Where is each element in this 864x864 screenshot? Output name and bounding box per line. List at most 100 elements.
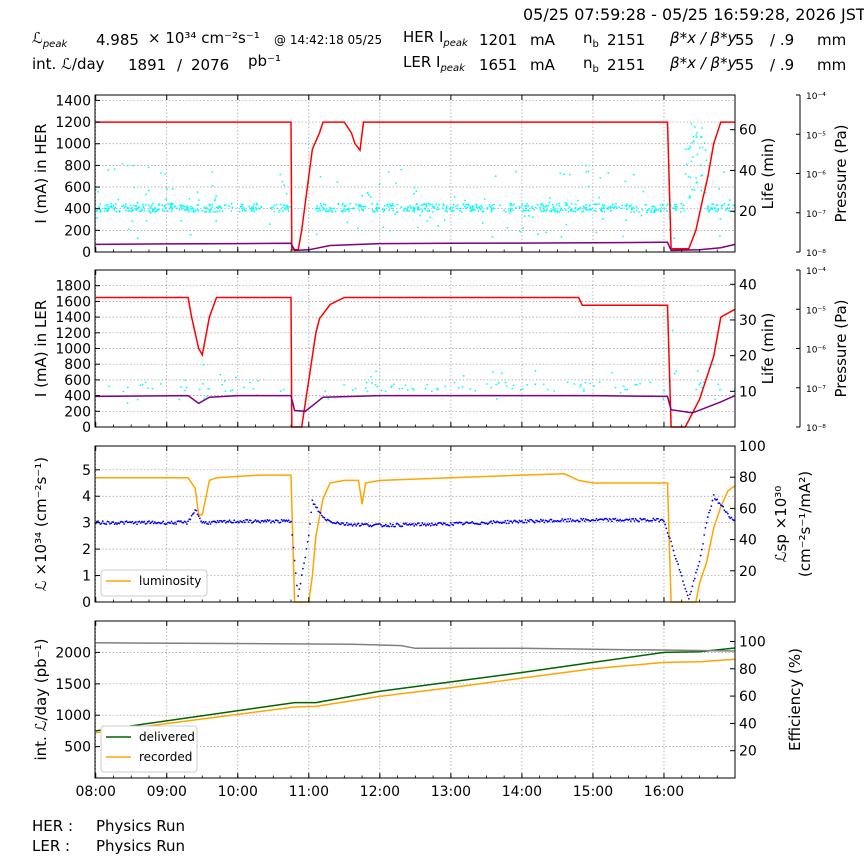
pressure-point bbox=[413, 210, 416, 213]
y-tick-label: 1500 bbox=[55, 677, 91, 693]
specific-point bbox=[187, 520, 189, 523]
specific-point bbox=[135, 520, 137, 523]
pressure-point bbox=[599, 176, 602, 179]
pressure-point bbox=[584, 381, 587, 384]
pressure-point bbox=[391, 202, 394, 205]
pressure-point bbox=[602, 205, 604, 207]
ler-nb-text: n bbox=[583, 54, 593, 72]
pressure-point bbox=[446, 210, 449, 213]
series-delivered bbox=[95, 647, 736, 732]
specific-point bbox=[562, 520, 565, 522]
y-axis-label: int. ℒ/day (pb⁻¹) bbox=[32, 639, 50, 761]
pressure-point bbox=[112, 204, 115, 207]
specific-point bbox=[532, 520, 535, 523]
pressure-point bbox=[704, 149, 707, 151]
specific-point bbox=[730, 516, 733, 519]
specific-point bbox=[354, 523, 356, 526]
specific-point bbox=[580, 517, 582, 520]
pressure-point bbox=[622, 385, 625, 388]
y-axis-label: I (mA) in LER bbox=[32, 300, 50, 397]
specific-point bbox=[105, 523, 108, 526]
pressure-point bbox=[190, 207, 193, 210]
pressure-point bbox=[625, 203, 628, 205]
specific-point bbox=[710, 505, 713, 508]
pressure-point bbox=[283, 204, 285, 207]
pressure-point bbox=[371, 382, 373, 384]
pressure-point bbox=[509, 210, 512, 213]
y2-tick-label: 20 bbox=[739, 744, 757, 760]
pressure-point bbox=[695, 181, 698, 184]
pressure-point bbox=[456, 203, 459, 206]
pressure-point bbox=[681, 207, 684, 210]
pressure-point bbox=[107, 205, 109, 208]
pressure-point bbox=[721, 204, 724, 207]
specific-point bbox=[448, 524, 451, 527]
pressure-point bbox=[117, 198, 120, 201]
pressure-point bbox=[147, 189, 150, 192]
y2-tick-label: 100 bbox=[739, 439, 766, 455]
pressure-point bbox=[240, 205, 243, 208]
pressure-point bbox=[364, 205, 367, 208]
pressure-point bbox=[382, 226, 385, 229]
specific-point bbox=[579, 520, 581, 523]
specific-point bbox=[628, 518, 631, 521]
pressure-point bbox=[166, 210, 169, 213]
specific-point bbox=[415, 523, 418, 526]
y-tick-label: 800 bbox=[64, 357, 91, 373]
y2-tick-label: 10 bbox=[739, 384, 757, 400]
her-beta-x: 55 bbox=[735, 31, 755, 49]
pressure-point bbox=[437, 225, 440, 227]
pressure-point bbox=[114, 203, 117, 206]
specific-point bbox=[674, 557, 677, 560]
pressure-point bbox=[695, 133, 697, 136]
pressure-point bbox=[185, 386, 188, 389]
pressure-point bbox=[287, 210, 290, 213]
specific-point bbox=[136, 523, 139, 526]
pressure-point bbox=[269, 206, 272, 209]
pressure-point bbox=[628, 205, 631, 208]
pressure-point bbox=[724, 209, 727, 212]
specific-point bbox=[367, 523, 369, 526]
pressure-point bbox=[135, 209, 138, 211]
specific-point bbox=[143, 520, 146, 523]
pressure-point bbox=[412, 208, 415, 210]
pressure-point bbox=[481, 222, 484, 224]
pressure-point bbox=[546, 388, 549, 391]
pressure-point bbox=[96, 216, 99, 219]
pressure-point bbox=[431, 203, 434, 206]
pressure-point bbox=[566, 381, 569, 384]
pressure-point bbox=[426, 220, 429, 222]
specific-point bbox=[208, 521, 211, 523]
pressure-point bbox=[376, 203, 379, 206]
pressure-point bbox=[184, 205, 187, 208]
pressure-point bbox=[360, 205, 363, 208]
specific-point bbox=[202, 520, 205, 523]
pressure-point bbox=[690, 160, 693, 163]
specific-point bbox=[223, 519, 226, 522]
pressure-point bbox=[178, 398, 181, 401]
series-line-0 bbox=[95, 121, 735, 251]
pressure-point bbox=[128, 228, 130, 231]
pressure-point bbox=[610, 371, 613, 374]
specific-point bbox=[122, 521, 124, 524]
her-label: HER Ipeak bbox=[403, 28, 468, 49]
pressure-point bbox=[378, 183, 381, 186]
pressure-point bbox=[637, 210, 640, 213]
y-tick-label: 200 bbox=[64, 404, 91, 420]
specific-point bbox=[708, 511, 710, 514]
pressure-point bbox=[214, 198, 216, 200]
pressure-point bbox=[598, 203, 600, 205]
pressure-point bbox=[471, 206, 474, 209]
pressure-point bbox=[147, 209, 150, 212]
pressure-point bbox=[603, 210, 606, 213]
pressure-point bbox=[711, 207, 714, 210]
pressure-point bbox=[683, 209, 686, 212]
specific-point bbox=[296, 584, 298, 587]
specific-point bbox=[606, 518, 609, 521]
pressure-point bbox=[387, 170, 390, 173]
pressure-point bbox=[147, 204, 150, 207]
pressure-point bbox=[356, 227, 359, 230]
y2-tick-label: 60 bbox=[739, 123, 757, 139]
specific-point bbox=[307, 534, 310, 537]
specific-point bbox=[292, 546, 295, 549]
